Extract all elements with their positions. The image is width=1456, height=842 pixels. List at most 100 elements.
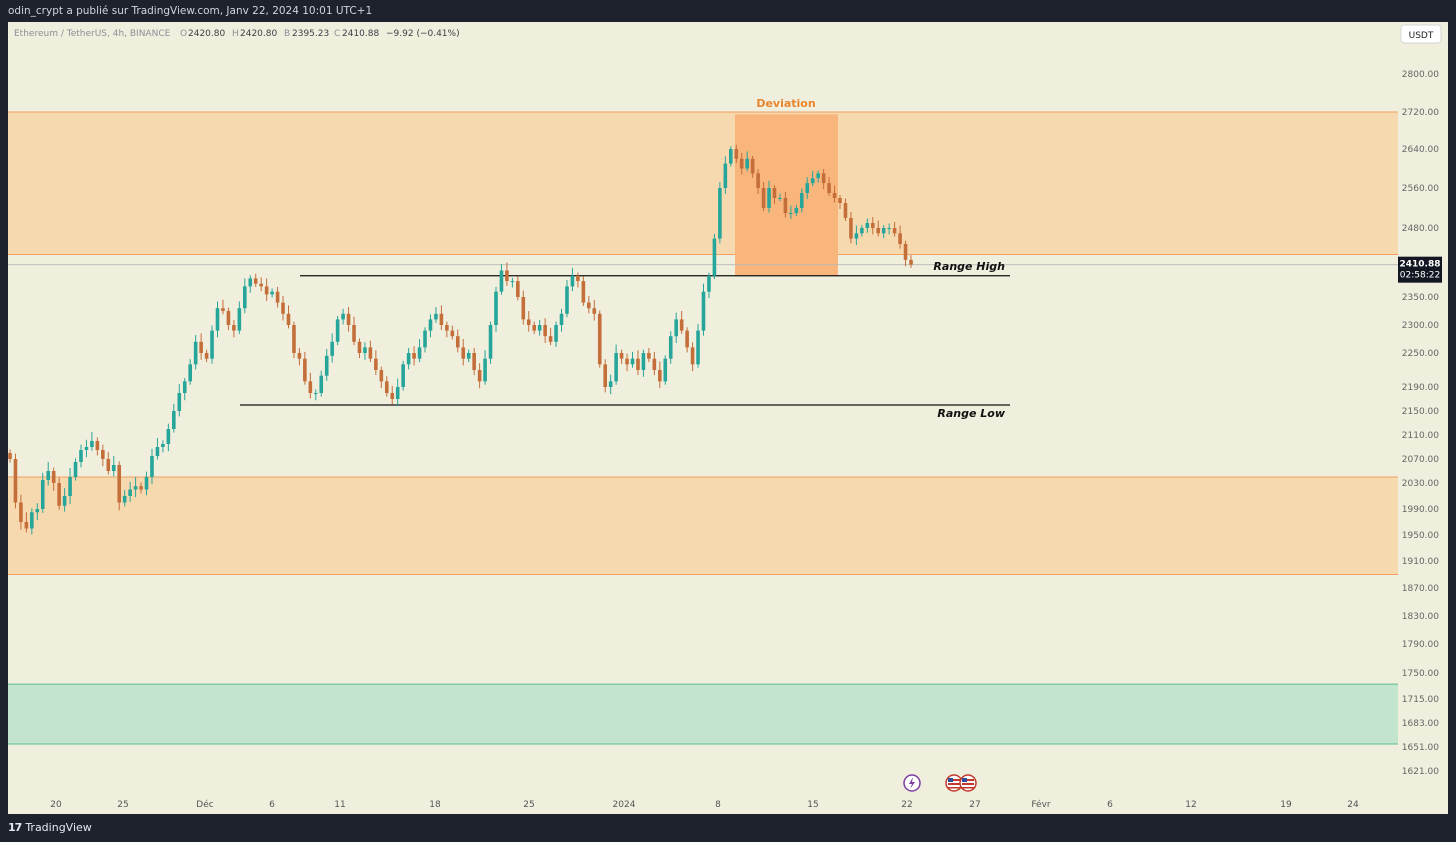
candle-body <box>898 233 902 244</box>
price-tick-label: 2070.00 <box>1402 455 1439 465</box>
time-tick-label: 25 <box>523 800 534 810</box>
candle-body <box>412 353 416 359</box>
candle-body <box>810 178 815 184</box>
candle-body <box>734 149 739 159</box>
candle-body <box>739 158 744 169</box>
time-axis: 20 25 Déc 6 11 18 25 2024 8 15 22 27 Févr 6 12 19 24 <box>50 799 1359 810</box>
candle-body <box>384 381 389 393</box>
candle-body <box>193 341 198 365</box>
us-flag-event-icon-2[interactable] <box>959 774 977 792</box>
lightning-event-icon[interactable] <box>903 774 921 792</box>
candle-body <box>330 341 334 356</box>
time-tick-label: 27 <box>969 800 980 810</box>
candle-body <box>313 393 318 394</box>
time-tick-label: 2024 <box>613 800 636 810</box>
candle-body <box>368 347 373 359</box>
candle-body <box>729 149 733 164</box>
price-tick-label: 2480.00 <box>1402 224 1439 234</box>
time-tick-label: 6 <box>1107 800 1113 810</box>
candle-body <box>62 496 67 506</box>
candle-body <box>505 270 509 282</box>
candles-layer <box>8 144 913 535</box>
candle-body <box>679 319 684 331</box>
candle-body <box>461 347 466 359</box>
candle-body <box>619 353 624 359</box>
candle-body <box>488 325 493 359</box>
candle-body <box>789 213 793 214</box>
price-tick-label: 2720.00 <box>1402 108 1439 118</box>
candle-body <box>821 173 826 184</box>
price-tick-label: 1790.00 <box>1402 640 1439 650</box>
candle-body <box>352 325 356 342</box>
price-tick-label: 1621.00 <box>1402 767 1439 777</box>
candle-body <box>783 198 788 213</box>
time-tick-label: Déc <box>196 799 213 810</box>
price-tick-label: 2800.00 <box>1402 70 1439 80</box>
candle-body <box>155 447 160 456</box>
candle-body <box>237 308 242 331</box>
price-tick-label: 1683.00 <box>1402 719 1439 729</box>
legend-low: 2395.23 <box>292 29 329 39</box>
candle-body <box>439 313 444 325</box>
us-flag-event-icon[interactable] <box>945 774 963 792</box>
candle-body <box>483 358 487 382</box>
candle-body <box>297 353 302 359</box>
candle-body <box>707 275 711 292</box>
candle-body <box>226 311 231 325</box>
price-tick-label: 2640.00 <box>1402 145 1439 155</box>
candle-body <box>521 297 526 320</box>
price-tick-label: 1990.00 <box>1402 505 1439 515</box>
tradingview-logo[interactable]: 17 TradingView <box>8 821 92 834</box>
chart-area[interactable]: 2800.00 2720.00 2640.00 2560.00 2480.00 2350.… <box>8 22 1448 814</box>
candle-body <box>543 325 547 337</box>
candle-body <box>870 223 875 228</box>
candle-body <box>668 336 673 359</box>
price-tick-label: 1870.00 <box>1402 584 1439 594</box>
price-axis: 2800.00 2720.00 2640.00 2560.00 2480.00 2350.… <box>1402 70 1439 777</box>
candle-body <box>204 353 209 359</box>
tradingview-logo-icon: 17 <box>8 821 22 834</box>
price-tick-label: 2560.00 <box>1402 184 1439 194</box>
candle-body <box>428 319 433 331</box>
candle-body <box>854 233 859 239</box>
candle-body <box>658 370 662 382</box>
candle-body <box>696 330 700 365</box>
currency-label[interactable]: USDT <box>1409 31 1434 41</box>
candle-body <box>641 353 646 370</box>
zone-green <box>8 684 1398 744</box>
levels-layer <box>8 264 1398 406</box>
tradingview-brand: TradingView <box>25 821 92 834</box>
candle-body <box>526 319 531 325</box>
candle-body <box>516 281 520 297</box>
candle-body <box>117 465 122 503</box>
time-tick-label: 6 <box>269 800 275 810</box>
candle-body <box>417 347 422 359</box>
candle-body <box>772 188 777 198</box>
candle-body <box>166 429 171 444</box>
candle-body <box>215 308 220 331</box>
candle-body <box>303 358 307 382</box>
candle-body <box>346 313 351 325</box>
price-tick-label: 1715.00 <box>1402 695 1439 705</box>
candle-body <box>548 336 553 342</box>
candle-body <box>559 313 564 325</box>
candle-body <box>767 188 771 208</box>
candle-body <box>406 353 411 365</box>
candle-body <box>701 291 706 331</box>
time-tick-label: 25 <box>117 800 128 810</box>
last-price-countdown: 02:58:22 <box>1400 271 1440 281</box>
candle-body <box>887 228 891 229</box>
candle-body <box>95 441 100 450</box>
legend-h-label: H <box>232 29 239 39</box>
candle-body <box>150 456 154 477</box>
candle-body <box>101 450 105 459</box>
candle-body <box>647 353 651 359</box>
legend-o-label: O <box>180 29 187 39</box>
price-tick-label: 2030.00 <box>1402 479 1439 489</box>
currency-button[interactable]: USDT <box>1400 24 1442 44</box>
candle-body <box>554 325 558 342</box>
candlestick-chart[interactable]: 2800.00 2720.00 2640.00 2560.00 2480.00 2350.… <box>8 22 1448 814</box>
candle-body <box>794 208 799 213</box>
candle-body <box>603 364 608 387</box>
candle-body <box>592 308 597 314</box>
